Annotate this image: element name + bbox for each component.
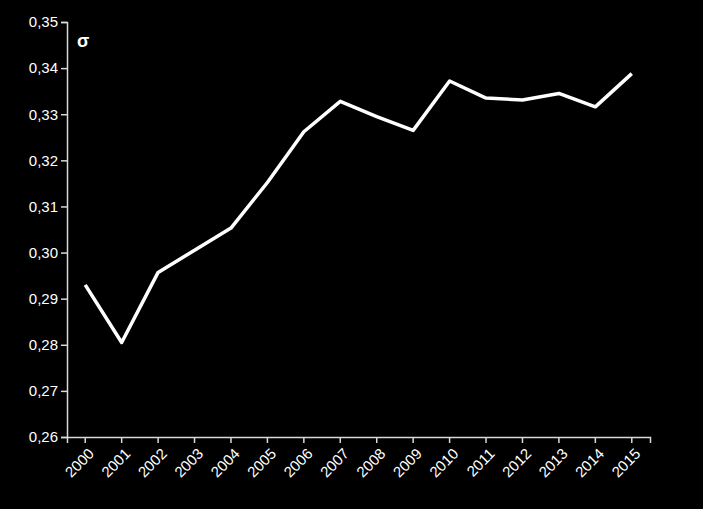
x-tick-mark <box>121 437 123 443</box>
x-tick: 2007 <box>316 437 352 480</box>
x-tick: 2002 <box>134 437 170 480</box>
x-tick-label: 2008 <box>353 445 389 481</box>
chart: 0,26 0,27 0,28 0,29 0,30 0,31 0,32 0,33 0,34 0,35… <box>0 0 703 509</box>
line <box>85 74 632 343</box>
y-tick-mark <box>61 298 67 300</box>
x-tick-mark <box>340 437 342 443</box>
x-tick-label: 2002 <box>134 445 170 481</box>
y-tick: 0,34 <box>29 59 67 76</box>
x-tick-mark <box>157 437 159 443</box>
y-axis-title: σ <box>77 31 89 51</box>
x-tick-label: 2005 <box>244 445 280 481</box>
x-tick: 2006 <box>280 437 316 480</box>
x-tick-label: 2015 <box>608 445 644 481</box>
x-tick-label: 2011 <box>463 445 498 480</box>
y-tick-mark <box>61 160 67 162</box>
y-tick-mark <box>61 22 67 24</box>
x-tick: 2012 <box>499 437 535 480</box>
x-axis-line <box>68 438 651 444</box>
x-tick: 2005 <box>244 437 280 480</box>
x-axis: 2000200120022003200420052006200720082009… <box>61 437 650 480</box>
y-tick: 0,27 <box>29 382 67 399</box>
x-tick-mark <box>485 437 487 443</box>
x-tick-label: 2012 <box>499 445 535 481</box>
y-tick: 0,29 <box>29 290 67 307</box>
x-tick-label: 2014 <box>572 445 608 481</box>
y-tick: 0,28 <box>29 336 67 353</box>
x-tick-label: 2007 <box>316 445 352 481</box>
y-tick: 0,33 <box>29 106 67 123</box>
y-tick: 0,30 <box>29 244 67 261</box>
y-tick: 0,32 <box>29 152 67 169</box>
x-tick-label: 2001 <box>98 445 134 481</box>
x-tick-mark <box>230 437 232 443</box>
x-tick: 2010 <box>426 437 462 480</box>
x-tick-label: 2009 <box>389 445 425 481</box>
plot-area <box>85 74 632 343</box>
x-tick-mark <box>631 437 633 443</box>
y-tick-mark <box>61 437 67 439</box>
x-tick: 2015 <box>608 437 644 480</box>
y-tick-label: 0,35 <box>29 13 58 30</box>
x-tick: 2000 <box>61 437 97 480</box>
y-axis: 0,26 0,27 0,28 0,29 0,30 0,31 0,32 0,33 0,34 0,35 <box>29 13 68 445</box>
x-tick-mark <box>558 437 560 443</box>
y-tick: 0,26 <box>29 428 67 445</box>
x-tick-label: 2004 <box>207 445 243 481</box>
y-tick: 0,31 <box>29 198 67 215</box>
y-tick-label: 0,29 <box>29 290 58 307</box>
y-tick-label: 0,28 <box>29 336 58 353</box>
x-tick: 2011 <box>463 437 498 480</box>
x-tick-mark <box>522 437 524 443</box>
background <box>0 0 703 509</box>
x-tick-label: 2000 <box>61 445 97 481</box>
y-tick-label: 0,33 <box>29 106 58 123</box>
x-tick-label: 2013 <box>535 445 571 481</box>
y-tick-mark <box>61 252 67 254</box>
y-tick-label: 0,32 <box>29 152 58 169</box>
x-tick: 2013 <box>535 437 571 480</box>
y-tick-label: 0,30 <box>29 244 58 261</box>
x-tick-label: 2010 <box>426 445 462 481</box>
x-tick: 2003 <box>171 437 207 480</box>
x-tick: 2008 <box>353 437 389 480</box>
x-tick-mark <box>267 437 269 443</box>
y-tick-label: 0,26 <box>29 428 58 445</box>
y-tick-mark <box>61 68 67 70</box>
y-tick-label: 0,34 <box>29 59 58 76</box>
x-tick-mark <box>376 437 378 443</box>
x-tick-label: 2006 <box>280 445 316 481</box>
x-tick-mark <box>303 437 305 443</box>
y-tick-mark <box>61 206 67 208</box>
y-tick-mark <box>61 345 67 347</box>
x-tick: 2004 <box>207 437 243 480</box>
y-tick-label: 0,31 <box>29 198 58 215</box>
x-tick-mark <box>412 437 414 443</box>
x-tick-label: 2003 <box>171 445 207 481</box>
y-tick-mark <box>61 391 67 393</box>
y-tick: 0,35 <box>29 13 67 30</box>
x-tick-mark <box>194 437 196 443</box>
x-tick-mark <box>84 437 86 443</box>
x-tick: 2001 <box>98 437 134 480</box>
x-tick: 2009 <box>389 437 425 480</box>
y-tick-mark <box>61 114 67 116</box>
y-tick-label: 0,27 <box>29 382 58 399</box>
y-axis-line <box>61 23 68 438</box>
x-tick-mark <box>449 437 451 443</box>
x-tick: 2014 <box>572 437 608 480</box>
x-tick-mark <box>595 437 597 443</box>
